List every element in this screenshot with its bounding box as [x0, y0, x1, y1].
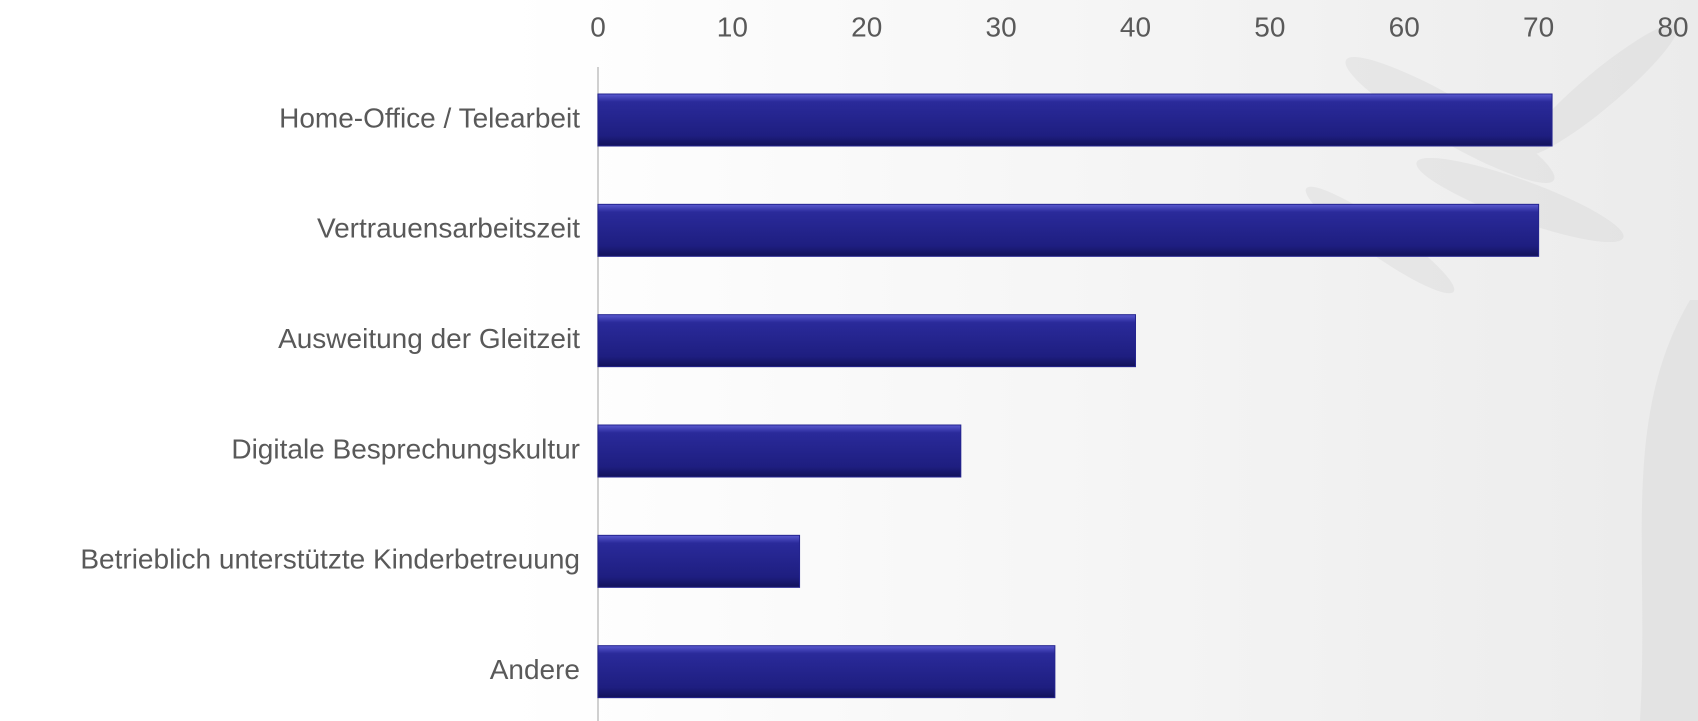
x-tick-label: 70 [1523, 11, 1554, 42]
x-tick-label: 40 [1120, 11, 1151, 42]
bar [597, 203, 1540, 257]
x-tick-label: 0 [590, 11, 606, 42]
y-tick-label: Vertrauensarbeitszeit [317, 213, 580, 244]
y-tick-label: Ausweitung der Gleitzeit [278, 323, 580, 354]
y-tick-label: Andere [490, 654, 580, 685]
bar [597, 314, 1136, 368]
y-tick-label: Home-Office / Telearbeit [279, 102, 580, 133]
y-tick-label: Digitale Besprechungskultur [231, 433, 580, 464]
bar [597, 534, 801, 588]
bar [597, 645, 1056, 699]
x-tick-label: 30 [986, 11, 1017, 42]
x-tick-label: 10 [717, 11, 748, 42]
x-tick-label: 50 [1254, 11, 1285, 42]
bar [597, 424, 962, 478]
bar [597, 93, 1553, 147]
x-tick-label: 60 [1389, 11, 1420, 42]
x-tick-label: 80 [1657, 11, 1688, 42]
y-tick-label: Betrieblich unterstützte Kinderbetreuung [80, 544, 580, 575]
x-tick-label: 20 [851, 11, 882, 42]
